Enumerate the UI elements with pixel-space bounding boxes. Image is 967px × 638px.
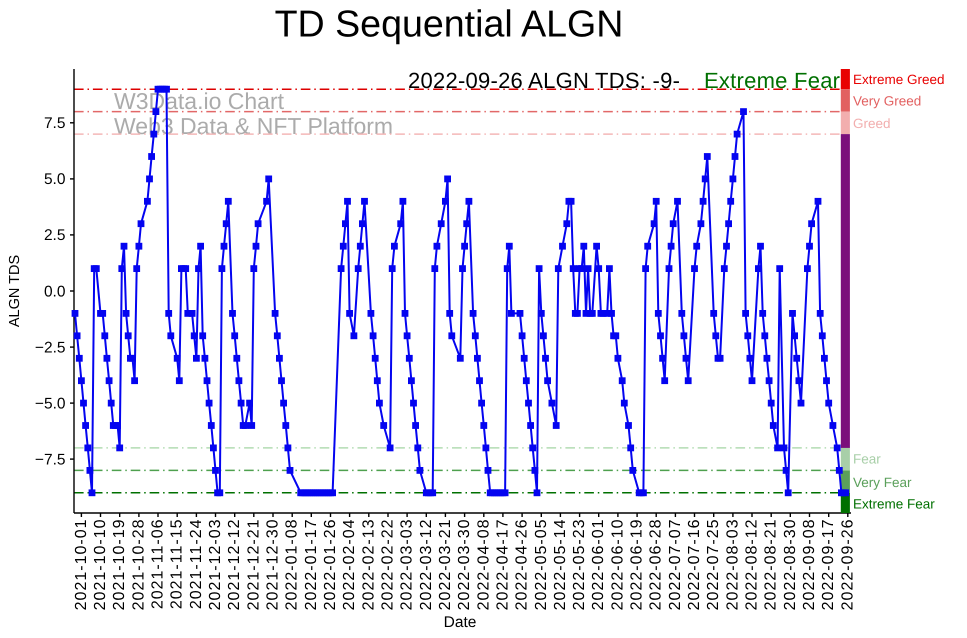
svg-text:2022-01-08: 2022-01-08 <box>284 519 301 611</box>
svg-text:Very Greed: Very Greed <box>853 94 921 109</box>
svg-text:2021-10-19: 2021-10-19 <box>111 519 128 611</box>
svg-text:2021-10-28: 2021-10-28 <box>130 519 147 611</box>
svg-text:2022-03-12: 2022-03-12 <box>418 519 435 611</box>
svg-text:2022-09-26: 2022-09-26 <box>839 519 856 611</box>
svg-text:2022-04-26: 2022-04-26 <box>514 519 531 611</box>
svg-text:7.5: 7.5 <box>44 115 66 132</box>
svg-text:2022-07-16: 2022-07-16 <box>686 519 703 611</box>
svg-text:2021-12-30: 2021-12-30 <box>265 519 282 611</box>
svg-text:2022-04-08: 2022-04-08 <box>475 519 492 611</box>
svg-text:2022-08-03: 2022-08-03 <box>724 519 741 611</box>
svg-text:TD Sequential ALGN: TD Sequential ALGN <box>275 3 624 45</box>
svg-text:2022-08-21: 2022-08-21 <box>763 519 780 611</box>
svg-text:Greed: Greed <box>853 116 891 131</box>
svg-text:2022-09-08: 2022-09-08 <box>801 519 818 611</box>
svg-text:0.0: 0.0 <box>44 283 66 300</box>
svg-text:2022-06-10: 2022-06-10 <box>609 519 626 611</box>
svg-text:2022-05-14: 2022-05-14 <box>552 519 569 611</box>
svg-text:ALGN TDS: ALGN TDS <box>7 255 23 327</box>
svg-text:2022-01-17: 2022-01-17 <box>303 519 320 611</box>
svg-text:2022-06-19: 2022-06-19 <box>629 519 646 611</box>
svg-text:2022-03-21: 2022-03-21 <box>437 519 454 611</box>
svg-text:2021-11-06: 2021-11-06 <box>150 519 167 610</box>
svg-text:2022-04-17: 2022-04-17 <box>494 519 511 611</box>
svg-text:Fear: Fear <box>853 452 881 467</box>
svg-text:2022-06-28: 2022-06-28 <box>648 519 665 611</box>
svg-text:2022-03-03: 2022-03-03 <box>399 519 416 611</box>
svg-text:2022-09-17: 2022-09-17 <box>820 519 837 611</box>
svg-text:Extreme Greed: Extreme Greed <box>853 72 945 87</box>
svg-text:2.5: 2.5 <box>44 227 66 244</box>
svg-text:−7.5: −7.5 <box>35 451 66 468</box>
svg-text:Extreme Fear: Extreme Fear <box>853 497 935 512</box>
svg-text:2022-03-30: 2022-03-30 <box>456 519 473 611</box>
svg-text:2021-10-10: 2021-10-10 <box>92 519 109 611</box>
svg-text:2022-05-05: 2022-05-05 <box>533 519 550 611</box>
svg-text:2022-02-04: 2022-02-04 <box>341 519 358 611</box>
svg-text:W3Data.io Chart: W3Data.io Chart <box>114 88 285 114</box>
svg-text:5.0: 5.0 <box>44 171 66 188</box>
svg-text:2022-07-25: 2022-07-25 <box>705 519 722 611</box>
svg-text:Date: Date <box>444 614 477 631</box>
svg-text:2021-12-03: 2021-12-03 <box>207 519 224 611</box>
svg-text:2021-12-21: 2021-12-21 <box>245 519 262 611</box>
svg-text:Very Fear: Very Fear <box>853 475 912 490</box>
svg-text:2022-02-13: 2022-02-13 <box>360 519 377 611</box>
svg-text:−2.5: −2.5 <box>35 339 66 356</box>
svg-text:2021-12-12: 2021-12-12 <box>226 519 243 611</box>
svg-text:2022-07-07: 2022-07-07 <box>667 519 684 611</box>
svg-text:2022-09-26 ALGN TDS: -9-: 2022-09-26 ALGN TDS: -9- <box>408 68 680 93</box>
svg-text:2021-10-01: 2021-10-01 <box>73 519 90 611</box>
svg-text:2021-11-24: 2021-11-24 <box>188 519 205 610</box>
svg-text:2022-08-12: 2022-08-12 <box>744 519 761 611</box>
svg-text:2022-05-23: 2022-05-23 <box>571 519 588 611</box>
svg-text:−5.0: −5.0 <box>35 395 66 412</box>
svg-text:2022-08-30: 2022-08-30 <box>782 519 799 611</box>
svg-text:2022-06-01: 2022-06-01 <box>590 519 607 611</box>
svg-text:2022-01-26: 2022-01-26 <box>322 519 339 611</box>
svg-text:2022-02-22: 2022-02-22 <box>380 519 397 611</box>
svg-text:2021-11-15: 2021-11-15 <box>169 519 186 610</box>
